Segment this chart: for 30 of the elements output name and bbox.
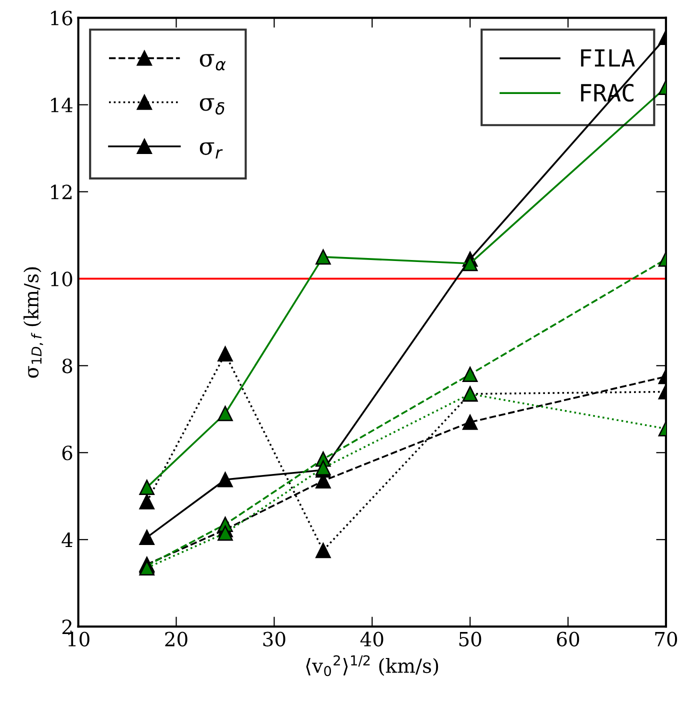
- point: [139, 530, 155, 546]
- legend-label: σ$_{r}$: [200, 142, 223, 158]
- annotation: FILA: [581, 49, 635, 67]
- x-tick-label: 70: [655, 632, 678, 646]
- x-axis-title: ⟨v$_{0}$$^{2}$⟩$^{1/2}$ (km/s): [306, 655, 438, 676]
- x-tick-label: 60: [556, 632, 580, 646]
- y-tick-label: 6: [62, 446, 72, 460]
- y-tick-label: 12: [51, 184, 72, 200]
- legend-label: σ$_{α}$: [200, 54, 226, 70]
- x-tick-label: 50: [459, 632, 482, 646]
- x-tick-label: 40: [360, 632, 384, 646]
- y-tick-label: 16: [51, 10, 72, 26]
- point: [218, 472, 233, 488]
- point: [139, 494, 155, 510]
- point: [218, 406, 233, 422]
- y-tick-label: 10: [51, 272, 72, 286]
- legend-label: σ$_{δ}$: [200, 98, 224, 115]
- y-tick-label: 8: [62, 358, 72, 374]
- point: [139, 480, 155, 496]
- y-tick-label: 14: [51, 98, 72, 112]
- point: [218, 346, 233, 362]
- point: [218, 525, 233, 541]
- x-tick-label: 20: [165, 632, 188, 646]
- point: [139, 560, 155, 576]
- point: [316, 249, 331, 265]
- y-axis-title: σ$_{1D,f}$ (km/s): [24, 267, 44, 378]
- y-tick-label: 4: [62, 532, 72, 547]
- y-tick-label: 2: [62, 620, 72, 634]
- point: [316, 542, 331, 558]
- x-tick-label: 30: [263, 632, 286, 646]
